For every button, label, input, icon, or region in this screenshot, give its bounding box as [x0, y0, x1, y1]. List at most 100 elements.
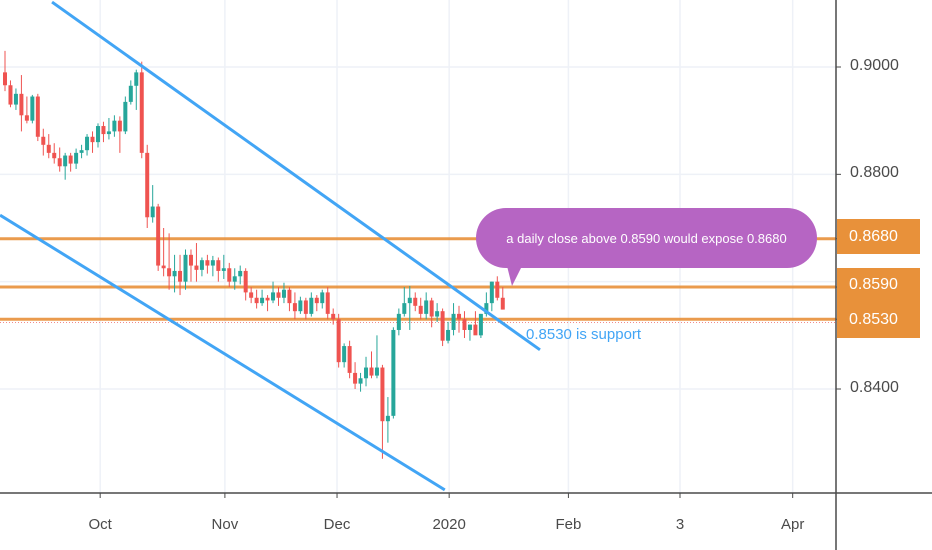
candle [369, 351, 374, 379]
candle-body [489, 281, 494, 304]
candle-body [112, 120, 117, 132]
candle [183, 249, 188, 290]
candle [227, 262, 232, 288]
candle-body [451, 313, 456, 330]
candle-body [161, 265, 166, 269]
candle [276, 287, 281, 306]
candle [161, 228, 166, 277]
candle-body [309, 297, 314, 314]
candle [265, 295, 270, 312]
candle-body [276, 292, 281, 298]
candle [446, 321, 451, 344]
candle [478, 313, 483, 339]
candle-body [232, 276, 237, 282]
candle-body [123, 101, 128, 132]
candle [232, 268, 237, 290]
time-tick-label: Apr [781, 516, 805, 533]
candle [178, 254, 183, 296]
candle-body [325, 292, 330, 314]
candle-body [8, 85, 13, 105]
candle-body [495, 281, 500, 298]
candle [68, 152, 73, 172]
time-tick-label: Feb [555, 516, 582, 533]
candle-body [435, 311, 440, 317]
candle [495, 276, 500, 301]
candle-body [287, 289, 292, 304]
candle-body [369, 367, 374, 376]
candle-body [46, 144, 51, 153]
candle-body [424, 300, 429, 314]
candle [145, 144, 150, 229]
candle [271, 281, 276, 304]
candle-body [254, 297, 259, 304]
candle [134, 69, 139, 110]
support-text[interactable]: 0.8530 is support [526, 326, 642, 343]
candle-body [139, 72, 144, 153]
candle [238, 265, 243, 285]
candle-body [249, 292, 254, 298]
candle-body [478, 313, 483, 336]
candle-body [156, 206, 161, 266]
candle [325, 287, 330, 320]
candle [249, 287, 254, 304]
candle [19, 75, 24, 132]
time-tick-label: Nov [211, 516, 239, 533]
time-tick-label: 3 [675, 516, 685, 533]
candle [123, 96, 128, 135]
candle-body [353, 372, 358, 384]
candle-body [407, 297, 412, 304]
candle [117, 116, 122, 153]
note-bubble-tail [506, 262, 524, 286]
candle-body [429, 300, 434, 317]
candle-body [243, 270, 248, 293]
level-price-label: 0.8590 [837, 268, 920, 302]
candle [407, 285, 412, 330]
candle [380, 364, 385, 459]
upper-channel-trend-line [51, 0, 541, 352]
candle [8, 80, 13, 108]
candle-body [347, 346, 352, 373]
candle [391, 327, 396, 419]
candle [57, 147, 62, 172]
candle [194, 243, 199, 282]
level-price-label: 0.8530 [837, 302, 920, 338]
candle [90, 131, 95, 153]
candle-body [194, 265, 199, 270]
candle-body [342, 346, 347, 363]
candle [374, 335, 379, 379]
candle [358, 372, 363, 392]
candle [331, 308, 336, 325]
candle [156, 203, 161, 271]
note-bubble[interactable]: a daily close above 0.8590 would expose … [476, 208, 817, 268]
candle-body [358, 378, 363, 384]
candle [424, 292, 429, 320]
candle-body [205, 260, 210, 266]
candle [167, 233, 172, 290]
candle [353, 362, 358, 390]
candle-body [178, 270, 183, 282]
trend-lines[interactable] [0, 0, 541, 492]
candle [79, 144, 84, 159]
candle-body [484, 303, 489, 314]
candle-body [473, 324, 478, 336]
candle [342, 343, 347, 368]
candle-body [95, 126, 100, 143]
candle [112, 115, 117, 137]
candle-body [440, 311, 445, 341]
candle [41, 128, 46, 156]
candle-body [90, 136, 95, 143]
candle [101, 121, 106, 143]
candle-body [216, 260, 221, 271]
candle-body [227, 268, 232, 282]
candle-body [331, 313, 336, 320]
candle [172, 254, 177, 293]
candle [336, 313, 341, 368]
candle-body [19, 93, 24, 116]
price-tick-label: 0.8800 [850, 164, 899, 182]
candle [347, 340, 352, 379]
axis-ticks [99, 66, 841, 498]
candle-body [260, 297, 265, 304]
candle-body [391, 329, 396, 416]
candle-body [336, 319, 341, 363]
